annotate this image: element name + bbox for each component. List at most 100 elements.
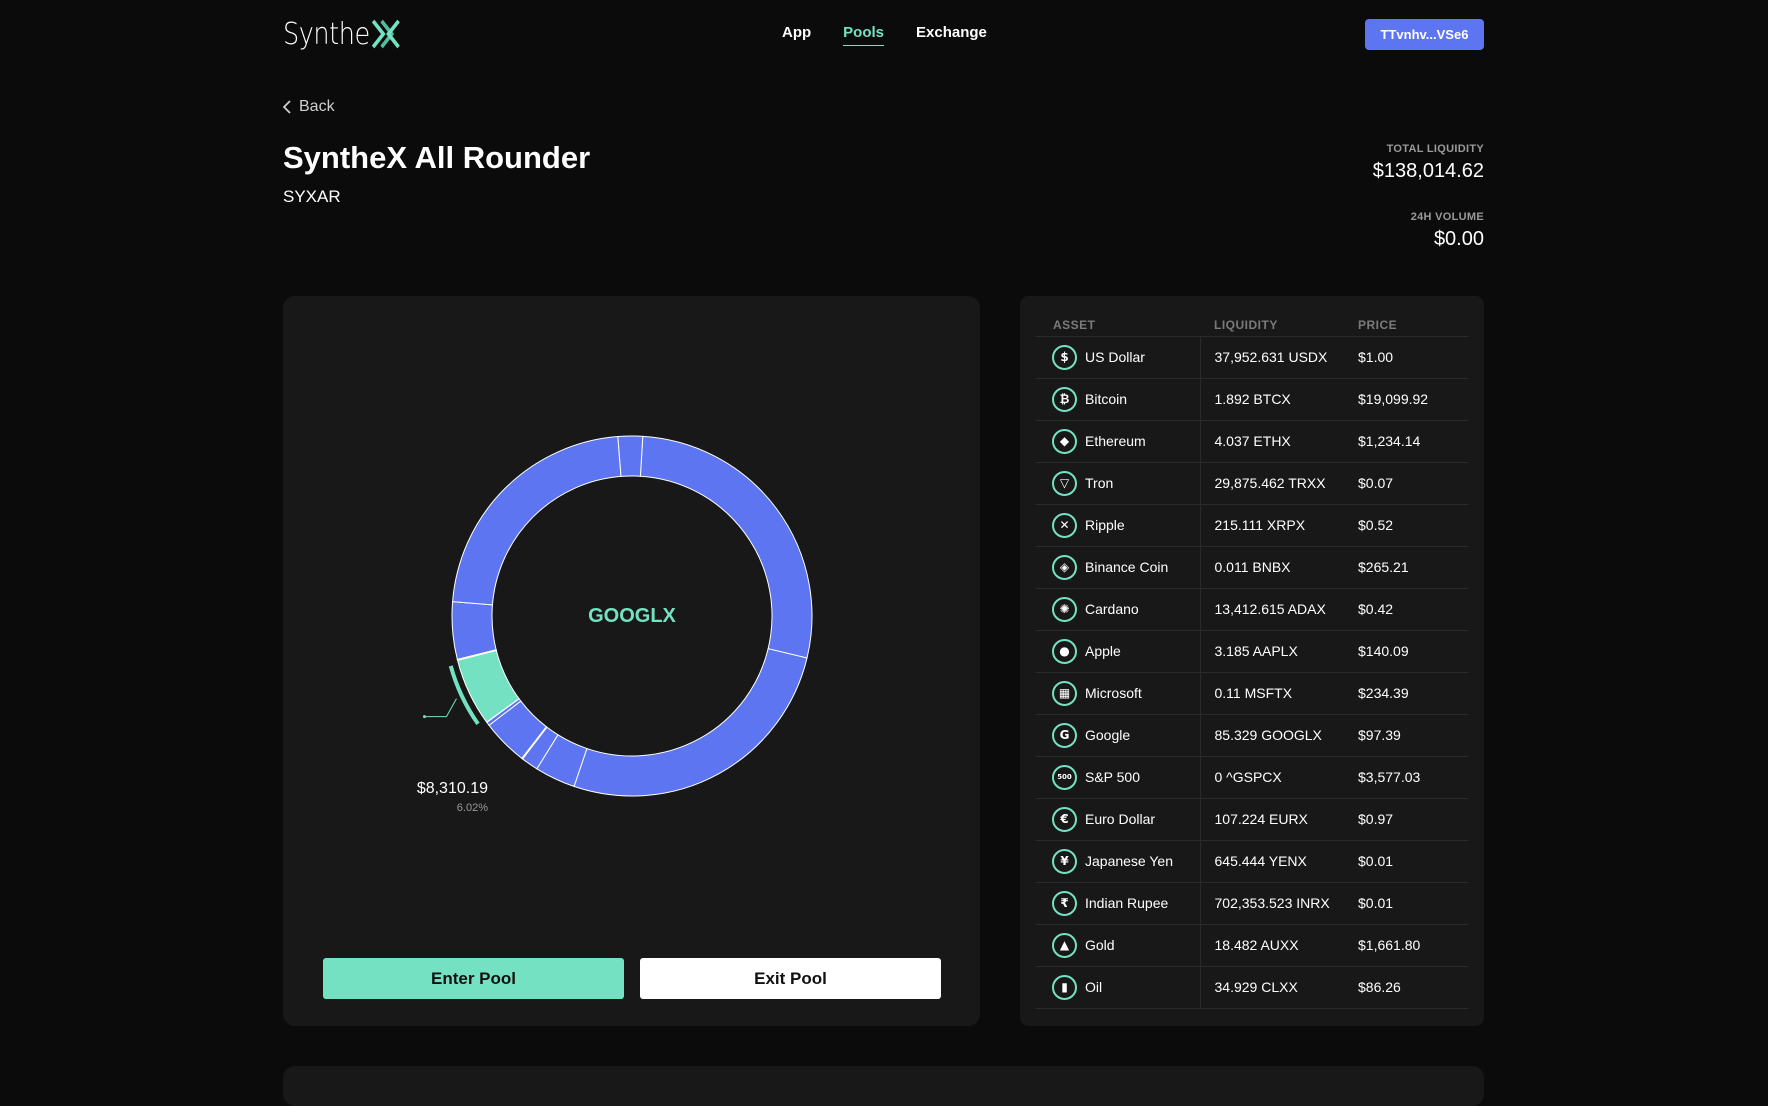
liquidity-cell: 702,353.523 INRX <box>1200 882 1358 925</box>
liquidity-cell: 34.929 CLXX <box>1200 966 1358 1009</box>
asset-name: Binance Coin <box>1085 559 1169 575</box>
liquidity-cell: 645.444 YENX <box>1200 840 1358 883</box>
asset-name: Euro Dollar <box>1085 811 1156 827</box>
table-row[interactable]: $ US Dollar 37,952.631 USDX $1.00 <box>1036 336 1468 379</box>
asset-name: Ripple <box>1085 517 1125 533</box>
asset-cell: ▮ Oil <box>1036 966 1201 1009</box>
nav-pools[interactable]: Pools <box>843 24 885 46</box>
back-link[interactable]: Back <box>283 98 335 116</box>
table-row[interactable]: 500 S&P 500 0 ^GSPCX $3,577.03 <box>1036 756 1468 799</box>
liquidity-cell: 29,875.462 TRXX <box>1200 462 1358 505</box>
asset-cell: ▲ Gold <box>1036 924 1201 967</box>
nav-app[interactable]: App <box>782 24 812 41</box>
binance-icon: ◈ <box>1052 554 1077 580</box>
asset-cell: ◈ Binance Coin <box>1036 546 1201 589</box>
header-price: PRICE <box>1358 314 1468 337</box>
ethereum-icon: ◆ <box>1052 428 1077 454</box>
price-cell: $0.07 <box>1358 462 1468 505</box>
donut-segment-oil[interactable] <box>617 435 644 477</box>
chart-panel <box>283 296 980 1026</box>
gold-icon: ▲ <box>1052 932 1077 958</box>
asset-name: Gold <box>1085 937 1115 953</box>
price-cell: $234.39 <box>1358 672 1468 715</box>
asset-name: Apple <box>1085 643 1121 659</box>
bitcoin-icon: ₿ <box>1052 386 1077 412</box>
asset-cell: € Euro Dollar <box>1036 798 1201 841</box>
sp500-icon: 500 <box>1052 764 1077 790</box>
donut-segment-bitcoin[interactable] <box>573 648 808 797</box>
table-row[interactable]: ◆ Ethereum 4.037 ETHX $1,234.14 <box>1036 420 1468 463</box>
liquidity-cell: 37,952.631 USDX <box>1200 336 1358 379</box>
asset-cell: ▦ Microsoft <box>1036 672 1201 715</box>
total-liquidity-value: $138,014.62 <box>1372 160 1484 182</box>
table-row[interactable]: G Google 85.329 GOOGLX $97.39 <box>1036 714 1468 757</box>
table-header-row: ASSET LIQUIDITY PRICE <box>1036 314 1468 337</box>
logo-x-icon <box>371 19 400 49</box>
bottom-panel <box>283 1066 1484 1106</box>
volume-value: $0.00 <box>1433 228 1484 250</box>
table-row[interactable]: ● Apple 3.185 AAPLX $140.09 <box>1036 630 1468 673</box>
price-cell: $1,661.80 <box>1358 924 1468 967</box>
liquidity-cell: 0.11 MSFTX <box>1200 672 1358 715</box>
chevron-left-icon <box>283 100 291 114</box>
asset-cell: G Google <box>1036 714 1201 757</box>
assets-table: ASSET LIQUIDITY PRICE $ US Dollar 37,952.6… <box>1036 314 1468 1009</box>
asset-name: Bitcoin <box>1085 391 1128 407</box>
table-row[interactable]: ▮ Oil 34.929 CLXX $86.26 <box>1036 966 1468 1009</box>
header-liquidity: LIQUIDITY <box>1200 314 1358 337</box>
table-row[interactable]: ₿ Bitcoin 1.892 BTCX $19,099.92 <box>1036 378 1468 421</box>
enter-pool-button[interactable]: Enter Pool <box>323 958 624 999</box>
price-cell: $265.21 <box>1358 546 1468 589</box>
wallet-address-button[interactable]: TTvnhv...VSe6 <box>1365 19 1484 50</box>
asset-name: Oil <box>1085 979 1103 995</box>
liquidity-cell: 0.011 BNBX <box>1200 546 1358 589</box>
main-nav: App Pools Exchange <box>782 24 987 46</box>
liquidity-cell: 4.037 ETHX <box>1200 420 1358 463</box>
liquidity-cell: 1.892 BTCX <box>1200 378 1358 421</box>
callout-leader-line <box>424 698 457 718</box>
table-row[interactable]: ¥ Japanese Yen 645.444 YENX $0.01 <box>1036 840 1468 883</box>
synthex-logo[interactable]: Synthe <box>283 16 400 52</box>
price-cell: $1.00 <box>1358 336 1468 379</box>
price-cell: $0.42 <box>1358 588 1468 631</box>
google-icon: G <box>1052 722 1077 748</box>
microsoft-icon: ▦ <box>1052 680 1077 706</box>
price-cell: $19,099.92 <box>1358 378 1468 421</box>
euro-icon: € <box>1052 806 1077 832</box>
price-cell: $97.39 <box>1358 714 1468 757</box>
table-row[interactable]: € Euro Dollar 107.224 EURX $0.97 <box>1036 798 1468 841</box>
header-asset: ASSET <box>1036 314 1200 337</box>
asset-cell: ◆ Ethereum <box>1036 420 1201 463</box>
tron-icon: ▽ <box>1052 470 1077 496</box>
nav-exchange[interactable]: Exchange <box>916 24 987 41</box>
table-row[interactable]: ▽ Tron 29,875.462 TRXX $0.07 <box>1036 462 1468 505</box>
table-row[interactable]: ◈ Binance Coin 0.011 BNBX $265.21 <box>1036 546 1468 589</box>
donut-segment-gold[interactable] <box>452 436 622 606</box>
page-title: SyntheX All Rounder <box>283 140 591 175</box>
price-cell: $0.52 <box>1358 504 1468 547</box>
dollar-icon: $ <box>1052 344 1077 370</box>
volume-label: 24H VOLUME <box>1410 211 1484 223</box>
asset-name: Indian Rupee <box>1085 895 1169 911</box>
exit-pool-button[interactable]: Exit Pool <box>640 958 941 999</box>
table-row[interactable]: ₹ Indian Rupee 702,353.523 INRX $0.01 <box>1036 882 1468 925</box>
donut-segment-indian-rupee[interactable] <box>451 601 497 661</box>
table-row[interactable]: ✕ Ripple 215.111 XRPX $0.52 <box>1036 504 1468 547</box>
asset-name: Cardano <box>1085 601 1139 617</box>
cardano-icon: ✺ <box>1052 596 1077 622</box>
top-header: Synthe App Pools Exchange TTvnhv...VSe6 <box>0 0 1768 70</box>
price-cell: $0.01 <box>1358 882 1468 925</box>
asset-cell: ₹ Indian Rupee <box>1036 882 1201 925</box>
table-row[interactable]: ✺ Cardano 13,412.615 ADAX $0.42 <box>1036 588 1468 631</box>
table-row[interactable]: ▲ Gold 18.482 AUXX $1,661.80 <box>1036 924 1468 967</box>
price-cell: $0.01 <box>1358 840 1468 883</box>
asset-cell: $ US Dollar <box>1036 336 1201 379</box>
price-cell: $1,234.14 <box>1358 420 1468 463</box>
asset-name: S&P 500 <box>1085 769 1141 785</box>
liquidity-cell: 215.111 XRPX <box>1200 504 1358 547</box>
table-row[interactable]: ▦ Microsoft 0.11 MSFTX $234.39 <box>1036 672 1468 715</box>
total-liquidity-label: TOTAL LIQUIDITY <box>1386 143 1484 155</box>
asset-cell: ¥ Japanese Yen <box>1036 840 1201 883</box>
liquidity-cell: 0 ^GSPCX <box>1200 756 1358 799</box>
